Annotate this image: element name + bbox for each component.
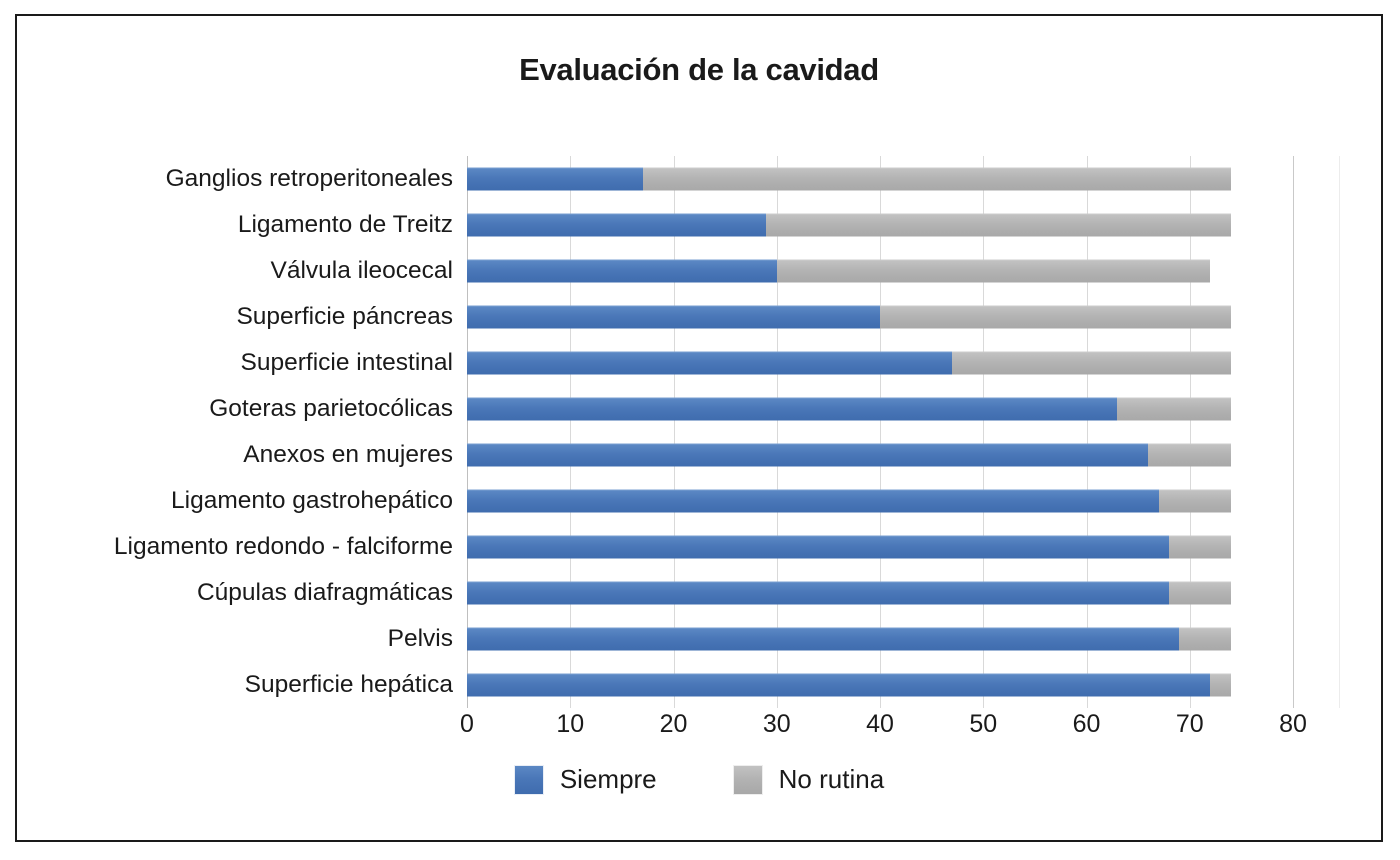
bar-row: Ligamento de Treitz [238,202,1293,248]
stacked-bar [467,627,1232,651]
category-label: Cúpulas diafragmáticas [196,579,453,606]
chart-title: Evaluación de la cavidad [519,52,879,87]
legend-swatch-gray [732,764,763,795]
bar-segment-siempre [467,673,1211,697]
bar-segment-siempre [467,581,1170,605]
bar-segment-no-rutina [952,351,1232,375]
gridline-30 [776,156,778,708]
plot-area: Ganglios retroperitoneales Ligamento de T… [114,156,1340,708]
bar-row: Superficie intestinal [241,340,1293,386]
x-tick-label-0: 0 [460,710,474,738]
category-label: Ligamento de Treitz [237,211,453,238]
stacked-bar [467,673,1232,697]
bar-row: Anexos en mujeres [243,432,1293,478]
bar-segment-no-rutina [1148,443,1232,467]
gridline-10 [570,156,572,708]
chart-frame: Evaluación de la cavidad Ganglios retrop… [15,14,1383,842]
gridline-50 [983,156,985,708]
stacked-bar [467,213,1232,237]
x-tick-label-60: 60 [1072,710,1101,738]
bar-row: Válvula ileocecal [271,248,1293,294]
bar-segment-no-rutina [1117,397,1232,421]
bar-segment-siempre [467,305,880,329]
x-tick-label-40: 40 [866,710,894,738]
chart-legend: Siempre No rutina [17,764,1381,795]
bar-row: Ligamento gastrohepático [171,478,1293,524]
x-tick-label-10: 10 [556,710,585,738]
category-label: Goteras parietocólicas [209,395,453,422]
bar-segment-no-rutina [766,213,1232,237]
legend-item[interactable]: Siempre [513,764,657,795]
category-label: Pelvis [387,625,453,652]
x-tick-label-80: 80 [1279,710,1307,738]
legend-item[interactable]: No rutina [732,764,885,795]
stacked-bar [467,305,1232,329]
bar-segment-siempre [467,167,643,191]
bar-segment-no-rutina [1158,489,1232,513]
stacked-bar [467,443,1232,467]
stacked-bar [467,259,1211,283]
gridline-80 [1293,156,1294,708]
bar-segment-no-rutina [1179,627,1232,651]
bar-rows: Ganglios retroperitoneales Ligamento de T… [114,156,1293,708]
bar-segment-siempre [467,259,777,283]
bar-row: Goteras parietocólicas [209,386,1293,432]
stacked-bar [467,535,1232,559]
bar-segment-no-rutina [642,167,1232,191]
bar-segment-siempre [467,213,767,237]
bar-segment-siempre [467,397,1118,421]
x-axis-tick-labels: 0 10 20 30 40 50 60 70 80 [460,710,1307,740]
stacked-bar [467,489,1232,513]
x-tick-label-30: 30 [762,710,791,738]
x-tick-label-50: 50 [969,710,998,738]
category-label: Superficie hepática [244,671,453,698]
category-label: Ganglios retroperitoneales [165,165,453,192]
bar-segment-no-rutina [880,305,1232,329]
bar-row: Pelvis [388,616,1293,662]
category-label: Ligamento redondo - falciforme [113,533,453,560]
x-tick-label-20: 20 [659,710,688,738]
category-label: Anexos en mujeres [243,441,453,468]
category-label: Ligamento gastrohepático [171,487,453,514]
bar-segment-no-rutina [776,259,1211,283]
legend-label: Siempre [559,764,657,794]
gridline-outer-right [1339,156,1340,708]
bar-row: Superficie hepática [245,662,1293,708]
bar-row: Ligamento redondo - falciforme [114,524,1293,570]
category-label: Superficie intestinal [240,349,453,376]
category-label: Superficie páncreas [236,303,453,330]
bar-segment-siempre [467,535,1170,559]
gridline-60 [1086,156,1088,708]
bar-segment-siempre [467,627,1180,651]
bar-segment-no-rutina [1169,581,1232,605]
bar-segment-siempre [467,443,1149,467]
bar-segment-siempre [467,351,953,375]
bar-segment-no-rutina [1169,535,1232,559]
gridline-70 [1189,156,1191,708]
legend-swatch-blue [513,764,544,795]
gridline-40 [880,156,881,708]
stacked-bar [467,581,1232,605]
gridline-20 [673,156,675,708]
bar-row: Cúpulas diafragmáticas [197,570,1293,616]
x-tick-label-70: 70 [1175,710,1204,738]
bar-segment-no-rutina [1210,673,1232,697]
bar-row: Ganglios retroperitoneales [166,156,1293,202]
legend-label: No rutina [778,764,885,794]
category-label: Válvula ileocecal [270,257,454,284]
stacked-bar [467,167,1232,191]
bar-segment-siempre [467,489,1159,513]
stacked-bar [467,351,1232,375]
stacked-bar [467,397,1232,421]
bar-row: Superficie páncreas [236,294,1293,340]
gridline-0 [467,156,468,708]
